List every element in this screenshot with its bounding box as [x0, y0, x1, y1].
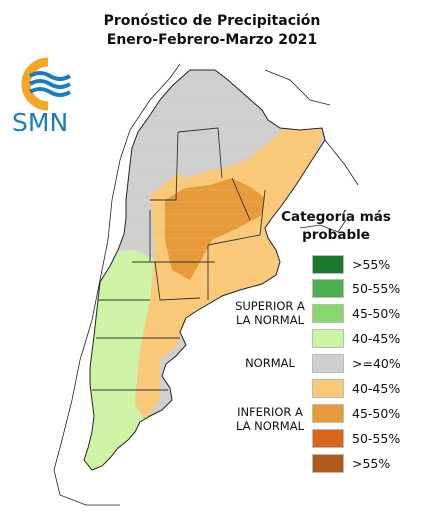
legend-swatch — [312, 378, 344, 398]
legend-swatch — [312, 254, 344, 274]
legend-swatch — [312, 428, 344, 448]
legend-item: 40-45% — [312, 327, 400, 349]
legend-swatch — [312, 278, 344, 298]
legend-label: >55% — [352, 256, 391, 272]
legend-label: 45-50% — [352, 305, 401, 321]
neighbor-outlines — [53, 63, 359, 506]
legend-swatch — [312, 328, 344, 348]
legend-group-superior: SUPERIOR A LA NORMAL — [228, 299, 312, 327]
smn-logo-text: SMN — [12, 108, 69, 137]
legend-title-line1: Categoría más — [281, 209, 391, 225]
legend-group-label-line2: LA NORMAL — [235, 313, 305, 327]
smn-logo: SMN — [12, 56, 82, 146]
legend-title: Categoría más probable — [276, 208, 396, 244]
argentina-outline — [83, 69, 326, 471]
legend-item: >55% — [312, 253, 390, 275]
legend-item: 40-45% — [312, 377, 400, 399]
legend-title-line2: probable — [302, 227, 370, 243]
legend-label: 50-55% — [352, 280, 401, 296]
legend-item: >55% — [312, 452, 390, 474]
legend-group-normal: NORMAL — [228, 356, 312, 370]
map-title-line2: Enero-Febrero-Marzo 2021 — [106, 32, 318, 48]
legend-group-label-line1: SUPERIOR A — [235, 299, 305, 313]
legend-item: 45-50% — [312, 402, 400, 424]
legend-swatch — [312, 303, 344, 323]
legend-label: 40-45% — [352, 330, 401, 346]
legend-item: 50-55% — [312, 427, 400, 449]
legend-label: 50-55% — [352, 430, 401, 446]
region-borders — [92, 127, 266, 391]
smn-logo-icon — [21, 57, 72, 111]
legend-label: >=40% — [352, 355, 401, 371]
legend-swatch — [312, 353, 344, 373]
legend-item: 45-50% — [312, 302, 400, 324]
legend-swatch — [312, 453, 344, 473]
legend-group-label-line1: NORMAL — [245, 356, 295, 370]
map-title-line1: Pronóstico de Precipitación — [103, 13, 321, 29]
legend-group-label-line1: INFERIOR A — [237, 405, 303, 419]
map-title: Pronóstico de Precipitación Enero-Febrer… — [0, 12, 424, 50]
legend-swatch — [312, 403, 344, 423]
legend-item: >=40% — [312, 352, 401, 374]
legend-item: 50-55% — [312, 277, 400, 299]
legend-label: 45-50% — [352, 405, 401, 421]
argentina-precipitation-map — [53, 63, 359, 506]
legend-group-inferior: INFERIOR A LA NORMAL — [228, 405, 312, 433]
legend-group-label-line2: LA NORMAL — [235, 419, 305, 433]
legend-label: 40-45% — [352, 380, 401, 396]
legend-label: >55% — [352, 455, 391, 471]
